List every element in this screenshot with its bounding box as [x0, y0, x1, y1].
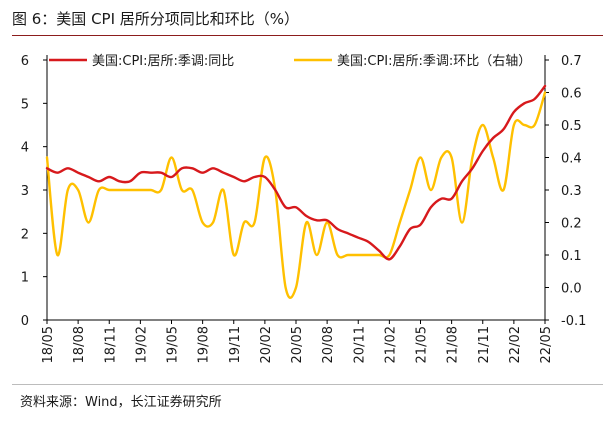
y-right-tick-label: -0.1	[561, 314, 586, 329]
x-tick-label: 22/05	[539, 326, 554, 363]
x-tick-label: 19/11	[228, 326, 243, 363]
x-tick-label: 19/08	[197, 326, 212, 363]
chart-axes: 0 1 2 3 4 5 6 -0.1 0.0 0.1 0.2 0.3 0.4 0.5 0.6 0.7 18/05…	[21, 54, 587, 363]
y-right-tick-label: 0.3	[561, 184, 582, 199]
y-right-tick-label: 0.0	[561, 282, 582, 297]
chart-series	[45, 84, 547, 299]
x-tick-label: 19/02	[134, 326, 149, 363]
x-tick-label: 21/11	[477, 326, 492, 363]
y-left-tick-label: 2	[21, 227, 29, 242]
x-tick-label: 20/08	[321, 326, 336, 363]
y-left-tick-label: 5	[21, 97, 29, 112]
y-left-tick-label: 0	[21, 314, 29, 329]
x-tick-label: 20/05	[290, 326, 305, 363]
x-tick-label: 21/08	[446, 326, 461, 363]
source-note: 资料来源：Wind，长江证券研究所	[20, 395, 222, 410]
series-line-mom	[45, 91, 547, 299]
title-divider	[12, 35, 603, 36]
y-right-tick-label: 0.6	[561, 87, 582, 102]
y-right-tick-label: 0.7	[561, 54, 582, 69]
y-left-tick-label: 3	[21, 184, 29, 199]
y-right-tick-label: 0.4	[561, 152, 582, 167]
chart-legend: 美国:CPI:居所:季调:同比 美国:CPI:居所:季调:环比（右轴）	[49, 54, 531, 69]
y-left-tick-label: 1	[21, 271, 29, 286]
x-tick-label: 22/02	[508, 326, 523, 363]
x-tick-label: 19/05	[166, 326, 181, 363]
x-tick-label: 20/11	[352, 326, 367, 363]
figure-title: 图 6：美国 CPI 居所分项同比和环比（%）	[12, 10, 300, 28]
y-left-tick-label: 4	[21, 141, 29, 156]
x-tick-label: 20/02	[259, 326, 274, 363]
legend-label: 美国:CPI:居所:季调:同比	[92, 54, 234, 69]
source-divider	[12, 384, 603, 385]
x-tick-label: 18/05	[41, 326, 56, 363]
y-right-tick-label: 0.5	[561, 119, 582, 134]
x-tick-label: 18/08	[72, 326, 87, 363]
y-right-tick-label: 0.2	[561, 217, 582, 232]
y-left-tick-label: 6	[21, 54, 29, 69]
x-tick-label: 18/11	[103, 326, 118, 363]
series-line-yoy	[45, 84, 547, 261]
legend-label: 美国:CPI:居所:季调:环比（右轴）	[337, 54, 531, 69]
x-tick-label: 21/02	[383, 326, 398, 363]
x-tick-label: 21/05	[415, 326, 430, 363]
y-right-tick-label: 0.1	[561, 249, 582, 264]
